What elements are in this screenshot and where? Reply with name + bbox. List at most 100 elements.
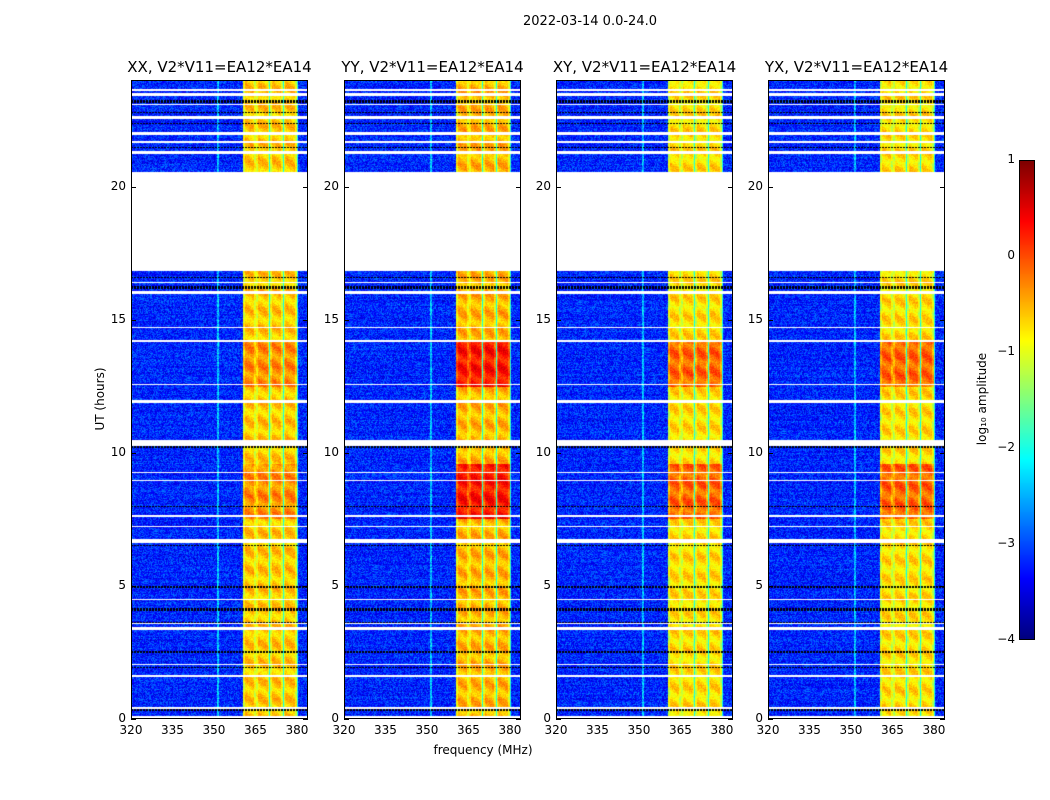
y-tick-mark [728, 719, 733, 720]
y-tick-mark [728, 319, 733, 321]
colorbar-tick-label: 1 [1007, 152, 1015, 166]
y-tick-mark [516, 452, 521, 454]
y-tick-mark [940, 452, 945, 454]
panel-title: XX, V2*V11=EA12*EA14 [127, 58, 312, 76]
y-tick-mark [940, 319, 945, 321]
y-tick-mark [556, 585, 561, 587]
x-tick-label: 365 [244, 723, 267, 737]
y-tick-mark [516, 585, 521, 587]
y-tick-label: 5 [755, 577, 763, 592]
y-tick-mark [556, 452, 561, 454]
colorbar-label: log₁₀ amplitude [975, 352, 989, 446]
y-tick-mark [556, 186, 561, 188]
colorbar-tick-label: −4 [997, 632, 1015, 646]
x-tick-label: 335 [161, 723, 184, 737]
x-tick-label: 350 [415, 723, 439, 737]
x-tick-label: 380 [498, 723, 522, 737]
y-tick-label: 10 [110, 444, 126, 459]
y-tick-mark [344, 452, 349, 454]
figure-title: 2022-03-14 0.0-24.0 [523, 14, 657, 29]
heatmap-panel-0 [131, 80, 308, 719]
y-tick-mark [344, 719, 349, 720]
y-tick-mark [728, 186, 733, 188]
x-tick-label: 320 [119, 723, 143, 737]
y-tick-mark [728, 585, 733, 587]
x-tick-label: 380 [710, 723, 734, 737]
y-tick-mark [768, 319, 773, 321]
x-tick-label: 380 [285, 723, 309, 737]
y-tick-mark [303, 186, 308, 188]
y-tick-label: 20 [747, 178, 763, 193]
y-tick-label: 0 [118, 711, 126, 725]
y-tick-mark [768, 452, 773, 454]
x-tick-label: 350 [627, 723, 651, 737]
y-tick-mark [303, 719, 308, 720]
x-tick-label: 320 [332, 723, 356, 737]
y-tick-mark [344, 319, 349, 321]
y-tick-label: 10 [323, 444, 339, 459]
y-tick-label: 20 [323, 178, 339, 193]
y-tick-mark [344, 585, 349, 587]
y-tick-label: 0 [543, 711, 551, 725]
x-tick-label: 365 [669, 723, 692, 737]
y-tick-mark [303, 319, 308, 321]
y-tick-label: 15 [323, 311, 339, 326]
y-tick-label: 20 [535, 178, 551, 193]
y-tick-mark [303, 585, 308, 587]
colorbar-tick-label: −1 [997, 344, 1015, 358]
y-tick-label: 0 [755, 711, 763, 725]
x-tick-label: 320 [756, 723, 780, 737]
heatmap-image [769, 81, 944, 718]
colorbar-tick-label: 0 [1007, 248, 1015, 262]
x-tick-label: 365 [881, 723, 904, 737]
y-tick-mark [131, 719, 136, 720]
y-tick-mark [516, 719, 521, 720]
panel-title: YY, V2*V11=EA12*EA14 [341, 58, 524, 76]
y-tick-label: 5 [331, 577, 339, 592]
y-tick-mark [131, 452, 136, 454]
y-tick-label: 15 [535, 311, 551, 326]
y-tick-mark [344, 186, 349, 188]
x-tick-label: 380 [922, 723, 946, 737]
x-tick-label: 335 [798, 723, 821, 737]
heatmap-image [345, 81, 520, 718]
colorbar [1019, 160, 1035, 640]
y-tick-mark [556, 719, 561, 720]
y-tick-mark [516, 186, 521, 188]
heatmap-panel-1 [344, 80, 521, 719]
y-tick-label: 10 [747, 444, 763, 459]
y-tick-label: 5 [118, 577, 126, 592]
y-tick-mark [768, 585, 773, 587]
y-tick-label: 15 [747, 311, 763, 326]
x-tick-label: 320 [544, 723, 568, 737]
y-tick-mark [768, 719, 773, 720]
y-tick-mark [131, 186, 136, 188]
x-tick-label: 350 [202, 723, 226, 737]
y-tick-mark [303, 452, 308, 454]
y-tick-mark [940, 186, 945, 188]
heatmap-image [132, 81, 307, 718]
heatmap-panel-2 [556, 80, 733, 719]
x-tick-label: 365 [457, 723, 480, 737]
panel-title: YX, V2*V11=EA12*EA14 [764, 58, 949, 76]
heatmap-image [557, 81, 732, 718]
y-tick-mark [516, 319, 521, 321]
x-tick-label: 335 [586, 723, 609, 737]
y-tick-mark [131, 585, 136, 587]
y-tick-label: 5 [543, 577, 551, 592]
x-tick-label: 350 [839, 723, 863, 737]
x-axis-label: frequency (MHz) [433, 743, 533, 757]
y-tick-mark [940, 719, 945, 720]
colorbar-tick-label: −3 [997, 536, 1015, 550]
colorbar-tick-label: −2 [997, 440, 1015, 454]
y-tick-label: 10 [535, 444, 551, 459]
y-tick-mark [131, 319, 136, 321]
y-tick-mark [556, 319, 561, 321]
panel-title: XY, V2*V11=EA12*EA14 [552, 58, 737, 76]
x-tick-label: 335 [374, 723, 397, 737]
y-tick-mark [940, 585, 945, 587]
y-tick-label: 20 [110, 178, 126, 193]
y-tick-label: 0 [331, 711, 339, 725]
y-tick-mark [768, 186, 773, 188]
